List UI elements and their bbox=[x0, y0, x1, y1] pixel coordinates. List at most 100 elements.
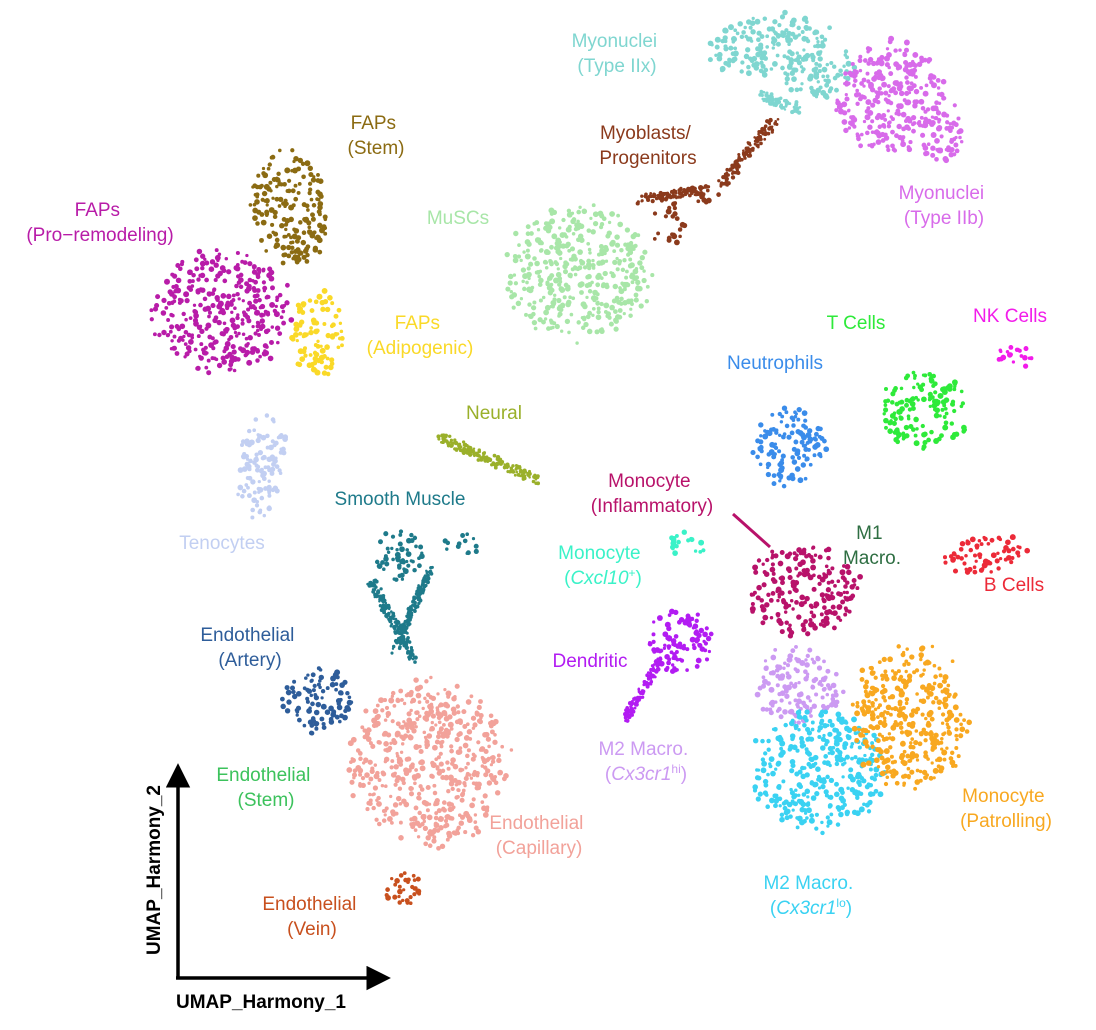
point-muscs bbox=[547, 224, 553, 230]
point-myonuclei-iib bbox=[912, 63, 918, 69]
point-mono-patrol bbox=[904, 697, 910, 702]
point-myonuclei-iib bbox=[861, 77, 867, 83]
point-myonuclei-iib bbox=[935, 78, 941, 83]
point-myonuclei-iib bbox=[834, 108, 839, 113]
point-myonuclei-iix bbox=[785, 72, 790, 77]
point-neutrophils bbox=[772, 444, 776, 449]
point-mono-patrol bbox=[870, 692, 875, 697]
point-m2-lo bbox=[870, 741, 875, 746]
point-m2-hi bbox=[830, 682, 837, 689]
point-neural bbox=[459, 445, 463, 449]
point-muscs bbox=[609, 304, 615, 311]
point-dendritic bbox=[645, 684, 650, 689]
point-myoblasts bbox=[692, 186, 697, 191]
point-muscs bbox=[530, 305, 535, 310]
point-faps-stem bbox=[266, 233, 273, 239]
point-neutrophils bbox=[800, 433, 805, 438]
point-smooth-muscle bbox=[399, 558, 405, 565]
point-endo-capillary bbox=[430, 720, 434, 725]
point-endo-capillary bbox=[394, 811, 399, 816]
point-endo-capillary bbox=[426, 814, 433, 821]
point-myonuclei-iib bbox=[956, 129, 962, 135]
point-myoblasts bbox=[719, 181, 724, 186]
point-tenocytes bbox=[270, 439, 275, 444]
point-mono-patrol bbox=[884, 757, 891, 763]
point-faps-pro bbox=[190, 284, 195, 288]
point-faps-pro bbox=[231, 293, 236, 298]
point-m2-hi bbox=[832, 702, 837, 707]
point-endo-capillary bbox=[416, 791, 422, 797]
point-faps-stem bbox=[284, 218, 291, 224]
point-t-cells bbox=[934, 400, 940, 407]
point-neural bbox=[516, 472, 521, 477]
point-mono-patrol bbox=[924, 659, 931, 666]
point-myoblasts bbox=[747, 153, 753, 158]
point-endo-capillary bbox=[436, 692, 440, 696]
point-mono-inflam bbox=[825, 546, 832, 553]
point-faps-pro bbox=[255, 328, 260, 333]
point-mono-patrol bbox=[860, 708, 866, 714]
point-muscs bbox=[600, 283, 606, 289]
point-mono-patrol bbox=[922, 668, 926, 672]
point-endo-vein bbox=[384, 893, 389, 898]
point-smooth-muscle bbox=[399, 572, 405, 578]
point-muscs bbox=[599, 301, 604, 307]
point-myonuclei-iix bbox=[748, 25, 753, 30]
point-myonuclei-iix bbox=[829, 60, 834, 66]
point-endo-capillary bbox=[473, 820, 478, 824]
point-faps-stem bbox=[268, 180, 273, 185]
point-mono-inflam bbox=[761, 582, 767, 588]
point-tenocytes bbox=[276, 435, 281, 440]
point-dendritic bbox=[627, 714, 632, 719]
point-mono-inflam bbox=[793, 580, 800, 586]
point-b-cells bbox=[1009, 534, 1016, 541]
point-tenocytes bbox=[250, 515, 255, 520]
point-myonuclei-iix bbox=[707, 57, 713, 63]
point-endo-capillary bbox=[350, 757, 354, 761]
point-muscs bbox=[536, 228, 541, 232]
point-m2-lo bbox=[821, 777, 827, 782]
point-mono-patrol bbox=[949, 759, 956, 766]
point-endo-capillary bbox=[437, 711, 443, 718]
point-mono-inflam bbox=[823, 615, 830, 622]
point-endo-capillary bbox=[426, 733, 433, 739]
point-muscs bbox=[579, 237, 585, 243]
point-faps-adipo bbox=[309, 308, 315, 314]
point-m2-lo bbox=[833, 791, 840, 798]
point-endo-capillary bbox=[437, 703, 442, 708]
point-myonuclei-iib bbox=[872, 97, 879, 104]
point-faps-pro bbox=[178, 266, 183, 272]
point-m2-lo bbox=[760, 738, 765, 744]
point-faps-pro bbox=[243, 353, 248, 358]
point-t-cells bbox=[892, 430, 898, 435]
point-mono-patrol bbox=[942, 757, 947, 762]
point-m2-lo bbox=[844, 754, 850, 760]
point-faps-stem bbox=[276, 171, 281, 177]
point-mono-inflam bbox=[749, 606, 756, 612]
point-mono-inflam bbox=[801, 568, 808, 574]
point-m2-lo bbox=[846, 734, 852, 741]
point-dendritic bbox=[685, 668, 689, 672]
point-t-cells bbox=[929, 429, 934, 435]
point-muscs bbox=[544, 304, 551, 311]
point-tenocytes bbox=[263, 486, 268, 491]
point-faps-pro bbox=[253, 298, 259, 304]
point-smooth-muscle bbox=[390, 651, 394, 655]
point-m2-hi bbox=[820, 695, 825, 700]
point-m2-lo bbox=[813, 761, 818, 766]
point-faps-pro bbox=[232, 368, 237, 373]
point-faps-pro bbox=[255, 358, 260, 363]
point-faps-pro bbox=[268, 275, 275, 282]
point-smooth-muscle bbox=[422, 586, 425, 590]
point-myonuclei-iix bbox=[723, 39, 728, 44]
point-b-cells bbox=[994, 558, 1000, 564]
point-myonuclei-iib bbox=[843, 127, 849, 134]
point-mono-patrol bbox=[900, 693, 905, 698]
point-endo-artery bbox=[329, 681, 336, 688]
point-faps-pro bbox=[273, 311, 280, 318]
point-faps-pro bbox=[199, 342, 204, 347]
point-endo-capillary bbox=[425, 835, 431, 841]
point-mono-patrol bbox=[915, 706, 921, 712]
point-faps-stem bbox=[251, 185, 255, 189]
point-endo-vein bbox=[392, 894, 398, 900]
